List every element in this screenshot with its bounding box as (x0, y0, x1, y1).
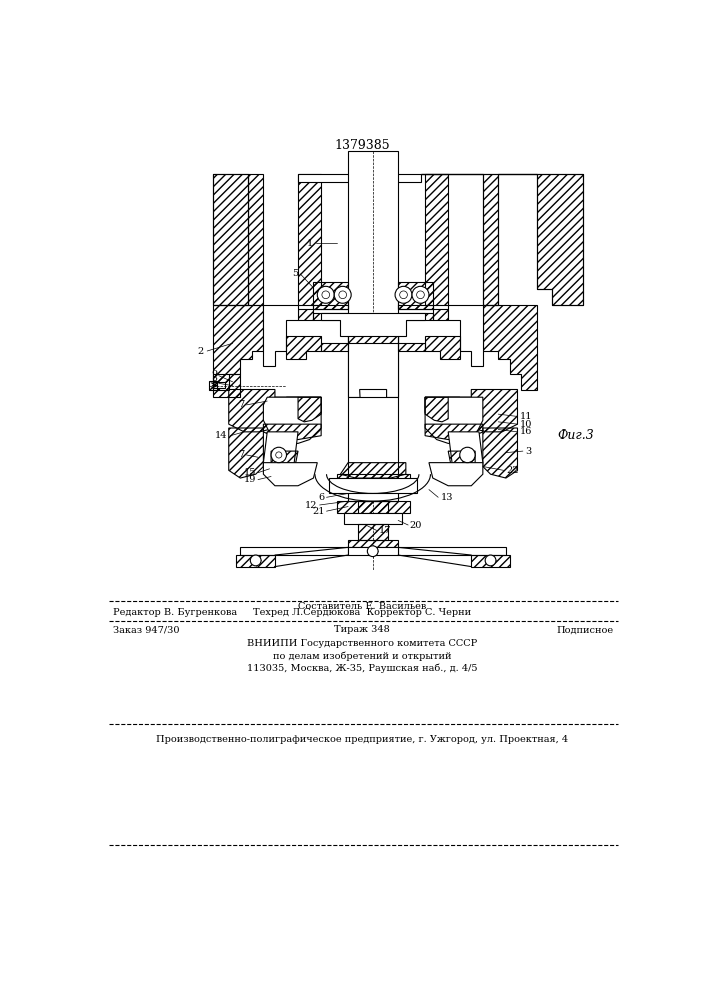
Text: Подписное: Подписное (556, 625, 614, 634)
Text: 1: 1 (308, 239, 313, 248)
Polygon shape (264, 463, 317, 486)
Text: 113035, Москва, Ж-35, Раушская наб., д. 4/5: 113035, Москва, Ж-35, Раушская наб., д. … (247, 663, 477, 673)
Text: 1379385: 1379385 (334, 139, 390, 152)
Circle shape (460, 447, 475, 463)
Text: Техред Л.Сердюкова  Корректор С. Черни: Техред Л.Сердюкова Корректор С. Черни (253, 608, 471, 617)
Circle shape (250, 555, 261, 566)
Text: Тираж 348: Тираж 348 (334, 625, 390, 634)
Polygon shape (240, 547, 348, 555)
Text: 13: 13 (440, 493, 453, 502)
Polygon shape (366, 420, 380, 436)
Polygon shape (448, 305, 483, 366)
Polygon shape (275, 397, 298, 424)
Polygon shape (344, 513, 402, 524)
Polygon shape (264, 305, 298, 366)
Text: 15: 15 (243, 468, 256, 477)
Polygon shape (421, 174, 498, 305)
Text: 22: 22 (506, 466, 518, 475)
Text: Фиг.3: Фиг.3 (557, 429, 594, 442)
Text: ВНИИПИ Государственного комитета СССР: ВНИИПИ Государственного комитета СССР (247, 639, 477, 648)
Circle shape (399, 291, 407, 299)
Text: 16: 16 (520, 427, 532, 436)
Polygon shape (264, 432, 298, 470)
Circle shape (334, 286, 351, 303)
Text: по делам изобретений и открытий: по делам изобретений и открытий (273, 651, 451, 661)
Text: Заказ 947/30: Заказ 947/30 (113, 625, 180, 634)
Polygon shape (348, 547, 398, 555)
Text: Редактор В. Бугренкова: Редактор В. Бугренкова (113, 608, 238, 617)
Text: 20: 20 (409, 521, 422, 530)
Circle shape (485, 555, 496, 566)
Polygon shape (429, 463, 483, 486)
Circle shape (271, 447, 286, 463)
Polygon shape (214, 174, 248, 305)
Text: 10: 10 (520, 420, 532, 429)
Circle shape (416, 291, 424, 299)
Polygon shape (498, 174, 583, 305)
Text: 14: 14 (215, 431, 227, 440)
Text: 17: 17 (379, 526, 392, 535)
Circle shape (395, 286, 412, 303)
Circle shape (339, 291, 346, 299)
Text: 5: 5 (292, 269, 298, 278)
Text: 21: 21 (312, 507, 325, 516)
Circle shape (412, 286, 429, 303)
Polygon shape (398, 547, 506, 555)
Text: 7: 7 (238, 400, 244, 409)
Text: Составитель Е. Васильев: Составитель Е. Васильев (298, 602, 426, 611)
Polygon shape (329, 478, 417, 493)
Text: 7: 7 (238, 450, 244, 459)
Polygon shape (298, 174, 421, 182)
Polygon shape (321, 312, 425, 397)
Polygon shape (448, 397, 472, 424)
Polygon shape (348, 397, 398, 501)
Text: Производственно-полиграфическое предприятие, г. Ужгород, ул. Проектная, 4: Производственно-полиграфическое предприя… (156, 735, 568, 744)
Polygon shape (348, 151, 398, 397)
Text: 8: 8 (211, 377, 217, 386)
Polygon shape (425, 397, 483, 443)
Circle shape (322, 291, 329, 299)
Text: 9: 9 (211, 370, 217, 379)
Text: 11: 11 (520, 412, 532, 421)
Circle shape (368, 546, 378, 557)
Polygon shape (360, 389, 387, 424)
Text: 12: 12 (305, 500, 317, 510)
Circle shape (317, 286, 334, 303)
Text: 19: 19 (243, 475, 256, 484)
Polygon shape (448, 432, 483, 470)
Text: 3: 3 (525, 447, 532, 456)
Circle shape (276, 452, 282, 458)
Polygon shape (214, 382, 225, 388)
Polygon shape (264, 397, 321, 443)
Text: 6: 6 (319, 493, 325, 502)
Text: 2: 2 (198, 347, 204, 356)
